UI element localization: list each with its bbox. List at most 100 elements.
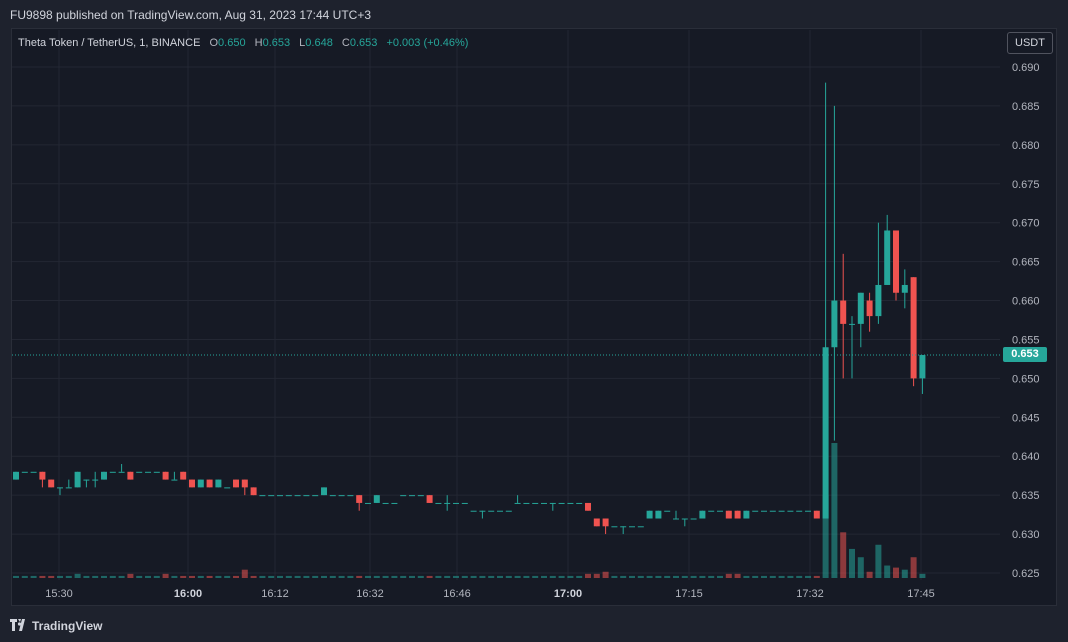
candle-body [426, 495, 433, 503]
volume-bar [74, 573, 81, 578]
volume-bar [549, 575, 556, 578]
volume-bar [532, 575, 539, 578]
candle-body [285, 495, 292, 497]
symbol-legend: Theta Token / TetherUS, 1, BINANCE O0.65… [18, 36, 468, 50]
volume-bar [576, 575, 583, 578]
x-axis-ticks: 15:30 16:00 16:12 16:32 16:46 17:00 17:15 17:32… [45, 588, 935, 600]
candle-body [505, 510, 512, 512]
candle-body [277, 495, 283, 497]
volume-bar [321, 575, 327, 578]
candle-body [461, 502, 468, 504]
high-label: H [254, 37, 263, 49]
y-tick-label: 0.650 [1012, 373, 1040, 385]
tradingview-logo-icon [10, 618, 28, 636]
volume-bar [83, 575, 90, 578]
volume-bar [541, 575, 547, 578]
volume-bar [215, 575, 222, 578]
candle-body [576, 502, 583, 504]
volume-bar [241, 569, 248, 578]
publish-line: FU9898 published on TradingView.com, Aug… [10, 8, 372, 22]
candle-body [109, 471, 116, 473]
volume-bar [778, 575, 785, 578]
volume-bar [417, 575, 424, 578]
candle-body [57, 487, 63, 489]
y-tick-label: 0.640 [1012, 451, 1040, 463]
candle-body [347, 495, 354, 497]
volume-bar [444, 575, 451, 578]
candle-body [145, 471, 151, 473]
tradingview-footer[interactable]: TradingView [10, 617, 102, 635]
volume-bar [259, 575, 266, 578]
candle-body [497, 510, 503, 512]
volume-bar [813, 575, 820, 578]
candle-body [919, 355, 926, 379]
currency-button[interactable]: USDT [1007, 32, 1053, 54]
candle-body [646, 510, 653, 519]
grid-lines [12, 30, 1000, 580]
candle-body [901, 284, 908, 293]
volume-bar [875, 544, 882, 578]
volume-bar [884, 565, 891, 578]
candle-body [65, 487, 72, 489]
candle-body [470, 510, 477, 512]
volume-bar [796, 575, 803, 578]
x-tick-label: 17:45 [907, 588, 935, 600]
candle-body [329, 495, 336, 497]
candle-body [769, 510, 776, 512]
y-tick-label: 0.675 [1012, 179, 1040, 191]
candle-body [197, 479, 204, 488]
candle-body [840, 300, 847, 324]
candles [13, 82, 926, 535]
volume-bar [329, 575, 336, 578]
x-tick-label: 16:00 [174, 588, 202, 600]
volume-bar [92, 575, 99, 578]
volume-bar [479, 575, 486, 578]
volume-bar [699, 575, 706, 578]
candle-body [21, 471, 28, 473]
volume-bar [637, 575, 644, 578]
y-tick-label: 0.690 [1012, 62, 1040, 74]
volume-bar [13, 575, 19, 578]
volume-bar [611, 575, 618, 578]
candle-body [558, 502, 565, 504]
candle-body [312, 495, 319, 497]
x-tick-label: 17:15 [675, 588, 703, 600]
candle-body [180, 471, 187, 480]
candle-body [637, 526, 644, 528]
volume-bar [761, 575, 767, 578]
high-value: 0.653 [262, 37, 291, 49]
candle-body [39, 471, 46, 480]
y-tick-label: 0.670 [1012, 218, 1040, 230]
candle-body [690, 518, 697, 520]
y-tick-label: 0.655 [1012, 334, 1040, 346]
candle-body [268, 495, 275, 497]
volume-bar [250, 575, 257, 578]
candle-body [101, 471, 107, 480]
candle-body [48, 479, 55, 488]
volume-bar [523, 575, 530, 578]
candle-body [171, 479, 178, 481]
volume-bar [338, 575, 345, 578]
candle-body [250, 487, 257, 496]
volume-bar [725, 573, 732, 578]
volume-bar [224, 575, 231, 578]
candle-body [673, 518, 679, 520]
volume-bar [171, 575, 178, 578]
volume-bar [620, 575, 627, 578]
candle-body [620, 526, 627, 528]
volume-bar [567, 575, 574, 578]
candle-body [725, 510, 732, 519]
volume-bar [48, 575, 55, 578]
volume-bar [585, 573, 591, 578]
candle-body [488, 510, 495, 512]
volume-bar [233, 575, 239, 578]
chart-pane[interactable] [11, 28, 1057, 606]
y-tick-label: 0.685 [1012, 101, 1040, 113]
volume-bar [285, 575, 292, 578]
volume-bar [118, 575, 125, 578]
low-label: L [299, 37, 306, 49]
candle-body [153, 471, 160, 473]
candle-body [743, 510, 750, 519]
volume-bar [822, 494, 829, 578]
